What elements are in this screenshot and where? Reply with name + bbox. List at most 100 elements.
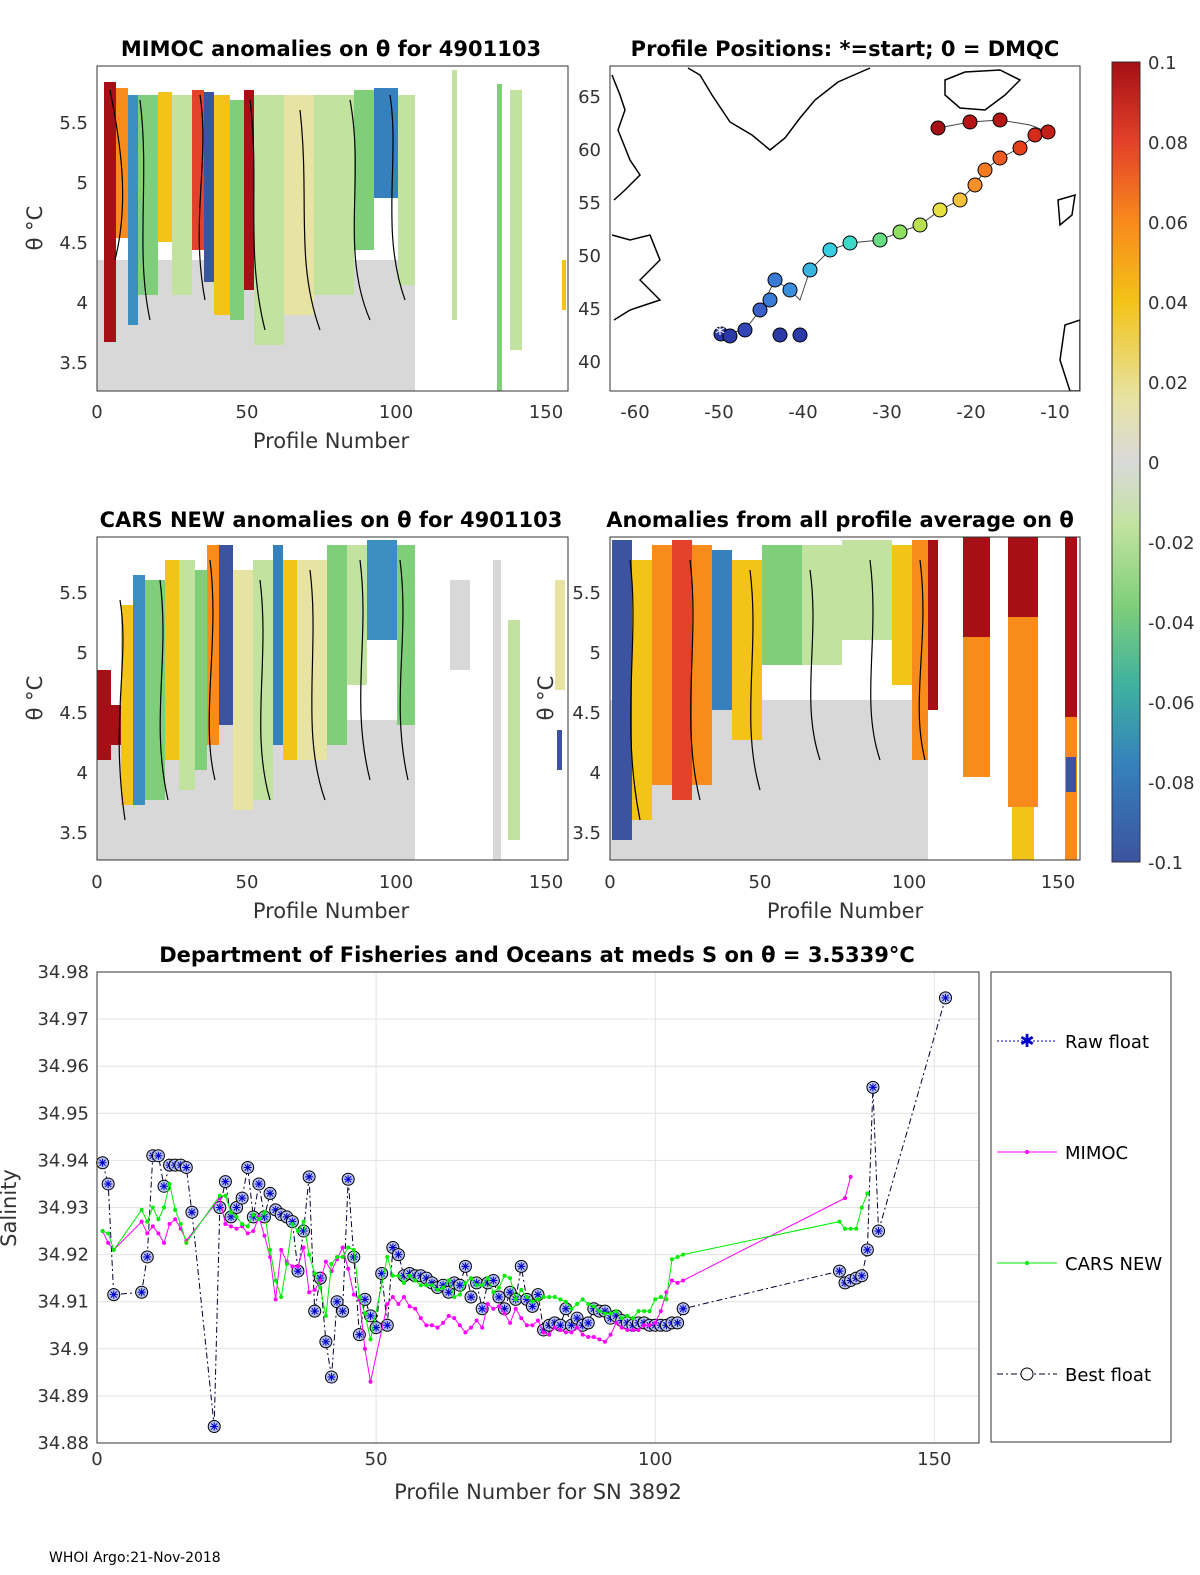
panel1-xlabel: Profile Number	[253, 429, 410, 453]
mimoc-point	[602, 1339, 607, 1344]
panel3-xtick-1: 50	[236, 872, 259, 893]
cars-new-point	[865, 1191, 870, 1196]
panel3-xtick-3: 150	[529, 872, 563, 893]
panel1-ytick-3: 5	[77, 173, 88, 194]
best-float-point	[939, 991, 953, 1005]
cars-new-point	[664, 1297, 669, 1302]
panel1-ylabel: θ °C	[23, 206, 47, 251]
panel2-xtick-1: -50	[704, 402, 733, 423]
panel3-ytick-4: 5.5	[59, 583, 88, 604]
mimoc-point	[675, 1280, 680, 1285]
cars-new-point	[150, 1205, 155, 1210]
best-float-point	[297, 1224, 311, 1238]
mimoc-point	[234, 1226, 239, 1231]
panel1-xtick-0: 0	[91, 402, 102, 423]
mimoc-point	[681, 1278, 686, 1283]
legend-box	[990, 971, 1172, 1443]
cars-new-point	[284, 1262, 289, 1267]
legend-raw-float: ✱ Raw float	[997, 1031, 1149, 1053]
mimoc-point	[251, 1229, 256, 1234]
mimoc-point	[647, 1323, 652, 1328]
cars-new-point	[591, 1304, 596, 1309]
cb-tick-10: -0.1	[1148, 853, 1183, 874]
cars-new-point	[614, 1309, 619, 1314]
chart-ytick-0: 34.88	[37, 1433, 89, 1454]
best-float-point	[257, 1210, 271, 1224]
panel4-xticks: 0 50 100 150	[604, 872, 1075, 893]
mimoc-point	[418, 1316, 423, 1321]
cars-new-point	[340, 1254, 345, 1259]
best-float-point	[341, 1172, 355, 1186]
mimoc-point	[558, 1327, 563, 1332]
cars-new-point	[513, 1297, 518, 1302]
panel-all-profile-anomalies: Anomalies from all profile average on θ	[534, 508, 1081, 923]
cars-new-point	[161, 1205, 166, 1210]
panel3-xtick-2: 100	[379, 872, 413, 893]
cars-new-point	[240, 1221, 245, 1226]
cars-new-point	[139, 1207, 144, 1212]
panel3-ylabel: θ °C	[23, 676, 47, 721]
panel2-xtick-3: -30	[872, 402, 901, 423]
cars-new-point	[156, 1217, 161, 1222]
best-float-point	[380, 1318, 394, 1332]
panel4-xtick-0: 0	[604, 872, 615, 893]
cars-new-point	[329, 1262, 334, 1267]
mimoc-point	[843, 1196, 848, 1201]
panel2-ytick-1: 45	[578, 299, 601, 320]
cb-tick-6: -0.02	[1148, 533, 1195, 554]
panel4-ytick-4: 5.5	[572, 583, 601, 604]
best-float-point	[107, 1288, 121, 1302]
mimoc-point	[597, 1337, 602, 1342]
mimoc-point	[435, 1325, 440, 1330]
salinity-chart: Department of Fisheries and Oceans at me…	[0, 943, 1172, 1504]
panel2-ytick-3: 55	[578, 193, 601, 214]
cars-new-point	[541, 1294, 546, 1299]
legend-label-mimoc: MIMOC	[1065, 1143, 1128, 1164]
cars-new-point	[552, 1294, 557, 1299]
cars-new-point	[262, 1210, 267, 1215]
cars-new-point	[145, 1219, 150, 1224]
legend-label-best: Best float	[1065, 1365, 1151, 1386]
mimoc-point	[279, 1247, 284, 1252]
cars-new-point	[106, 1231, 111, 1236]
cars-new-point	[480, 1283, 485, 1288]
best-float-point	[319, 1335, 333, 1349]
cars-new-point	[184, 1240, 189, 1245]
cars-new-point	[173, 1207, 178, 1212]
cars-new-point	[854, 1226, 859, 1231]
cars-new-point	[675, 1254, 680, 1259]
best-float-point	[330, 1295, 344, 1309]
mimoc-point	[307, 1290, 312, 1295]
panel1-ytick-0: 3.5	[59, 353, 88, 374]
best-float-point	[676, 1302, 690, 1316]
footer-text: WHOI Argo:21-Nov-2018	[49, 1550, 221, 1566]
start-marker: *	[715, 322, 725, 346]
best-float-point	[866, 1080, 880, 1094]
mimoc-point	[658, 1309, 663, 1314]
best-float-point	[391, 1248, 405, 1262]
panel-cars-anomalies: CARS NEW anomalies on θ for 4901103	[23, 508, 569, 923]
panel2-ytick-4: 60	[578, 140, 601, 161]
mimoc-point	[591, 1335, 596, 1340]
best-float-point	[140, 1250, 154, 1264]
best-float-point	[241, 1160, 255, 1174]
best-float-point	[492, 1290, 506, 1304]
mimoc-point	[323, 1259, 328, 1264]
panel1-xticks: 0 50 100 150	[91, 402, 563, 423]
colorbar-gradient	[1111, 61, 1141, 863]
cars-new-point	[167, 1181, 172, 1186]
chart-xtick-1: 50	[365, 1449, 388, 1470]
panel1-heatmap	[97, 66, 568, 391]
cars-new-point	[307, 1252, 312, 1257]
mimoc-point	[368, 1379, 373, 1384]
mimoc-point	[502, 1311, 507, 1316]
cars-new-point	[602, 1311, 607, 1316]
panel4-ytick-3: 5	[590, 643, 601, 664]
cars-new-point	[100, 1229, 105, 1234]
cars-new-point	[558, 1297, 563, 1302]
chart-legend: ✱ Raw float MIMOC CARS NEW Best float	[990, 971, 1172, 1443]
cars-new-point	[413, 1278, 418, 1283]
best-float-point	[872, 1224, 886, 1238]
legend-label-raw: Raw float	[1065, 1032, 1149, 1053]
chart-ytick-8: 34.96	[37, 1056, 89, 1077]
